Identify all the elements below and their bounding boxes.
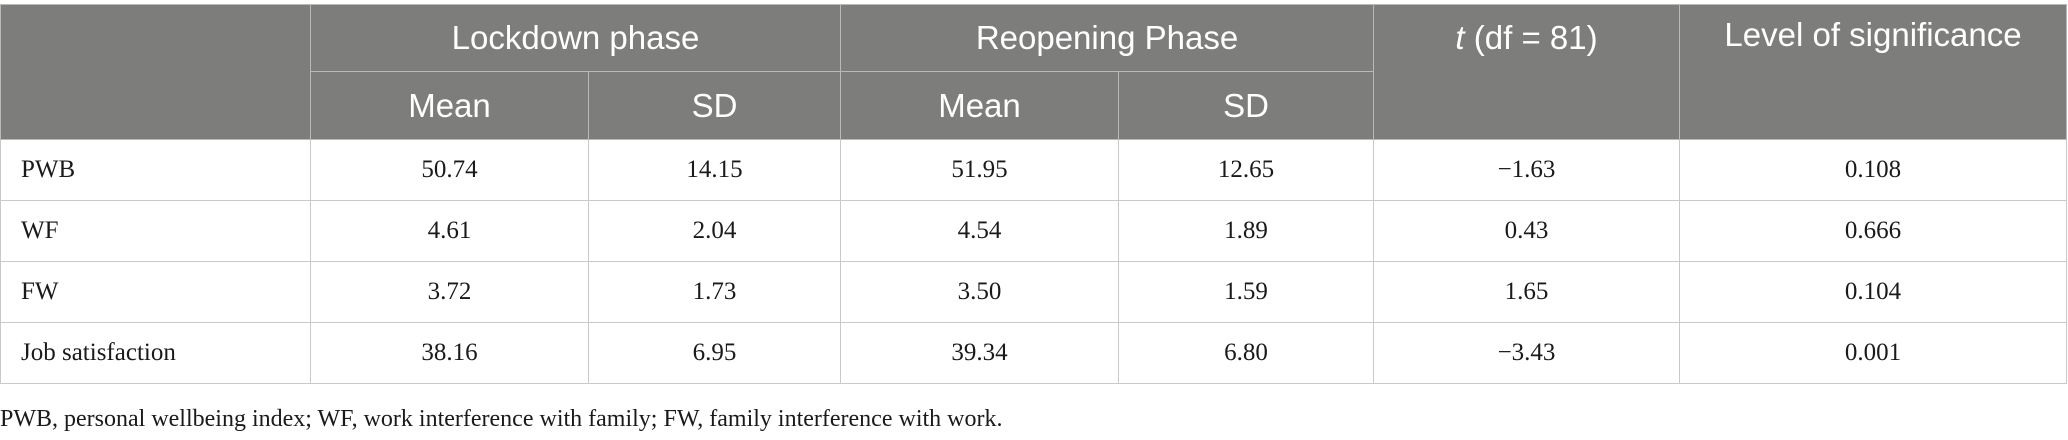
t-value-cell: −3.43	[1373, 322, 1680, 384]
table-footnote: PWB, personal wellbeing index; WF, work …	[0, 406, 1003, 432]
reopening-mean-cell: 51.95	[840, 139, 1119, 201]
significance-cell: 0.001	[1679, 322, 2067, 384]
reopening-sd-cell: 12.65	[1118, 139, 1374, 201]
lockdown-sd-cell: 14.15	[588, 139, 841, 201]
header-reopening-phase: Reopening Phase	[840, 4, 1374, 72]
header-row-groups: Lockdown phase Reopening Phase t (df = 8…	[0, 4, 2067, 140]
lockdown-sd-cell: 2.04	[588, 200, 841, 262]
reopening-sd-cell: 6.80	[1118, 322, 1374, 384]
header-level-of-significance: Level of significance	[1679, 4, 2067, 140]
header-t-df: (df = 81)	[1464, 19, 1598, 56]
t-value-cell: 0.43	[1373, 200, 1680, 262]
reopening-mean-cell: 39.34	[840, 322, 1119, 384]
lockdown-sd-cell: 6.95	[588, 322, 841, 384]
significance-cell: 0.108	[1679, 139, 2067, 201]
lockdown-mean-cell: 3.72	[310, 261, 589, 323]
reopening-mean-cell: 4.54	[840, 200, 1119, 262]
row-label: FW	[0, 261, 311, 323]
results-table: Lockdown phase Reopening Phase t (df = 8…	[0, 4, 2067, 384]
row-label: PWB	[0, 139, 311, 201]
significance-cell: 0.104	[1679, 261, 2067, 323]
results-table-container: Lockdown phase Reopening Phase t (df = 8…	[0, 4, 2067, 384]
table-row-pwb: PWB 50.74 14.15 51.95 12.65 −1.63 0.108	[0, 139, 2067, 201]
header-reopening-mean: Mean	[840, 71, 1119, 140]
header-t-symbol: t	[1455, 19, 1465, 56]
table-body: PWB 50.74 14.15 51.95 12.65 −1.63 0.108 …	[0, 139, 2067, 384]
header-lockdown-phase: Lockdown phase	[310, 4, 841, 72]
reopening-sd-cell: 1.59	[1118, 261, 1374, 323]
table-row-wf: WF 4.61 2.04 4.54 1.89 0.43 0.666	[0, 200, 2067, 262]
header-blank-cell	[0, 4, 311, 140]
table-row-fw: FW 3.72 1.73 3.50 1.59 1.65 0.104	[0, 261, 2067, 323]
table-header: Lockdown phase Reopening Phase t (df = 8…	[0, 4, 2067, 140]
reopening-mean-cell: 3.50	[840, 261, 1119, 323]
row-label: WF	[0, 200, 311, 262]
row-label: Job satisfaction	[0, 322, 311, 384]
significance-cell: 0.666	[1679, 200, 2067, 262]
header-row-stats: Mean SD Mean SD	[1, 71, 2067, 140]
lockdown-mean-cell: 4.61	[310, 200, 589, 262]
table-row-job-satisfaction: Job satisfaction 38.16 6.95 39.34 6.80 −…	[0, 322, 2067, 384]
t-value-cell: 1.65	[1373, 261, 1680, 323]
lockdown-mean-cell: 38.16	[310, 322, 589, 384]
header-t-statistic: t (df = 81)	[1373, 4, 1680, 140]
header-reopening-sd: SD	[1118, 71, 1374, 140]
t-value-cell: −1.63	[1373, 139, 1680, 201]
lockdown-mean-cell: 50.74	[310, 139, 589, 201]
lockdown-sd-cell: 1.73	[588, 261, 841, 323]
header-lockdown-sd: SD	[588, 71, 841, 140]
reopening-sd-cell: 1.89	[1118, 200, 1374, 262]
header-lockdown-mean: Mean	[310, 71, 589, 140]
